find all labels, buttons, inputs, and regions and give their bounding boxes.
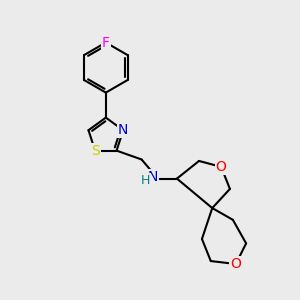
Text: N: N <box>118 123 128 137</box>
Text: H: H <box>141 174 150 187</box>
Text: O: O <box>216 160 226 174</box>
Text: O: O <box>230 257 241 271</box>
Text: F: F <box>102 35 110 50</box>
Text: S: S <box>91 144 100 158</box>
Text: N: N <box>147 170 158 184</box>
